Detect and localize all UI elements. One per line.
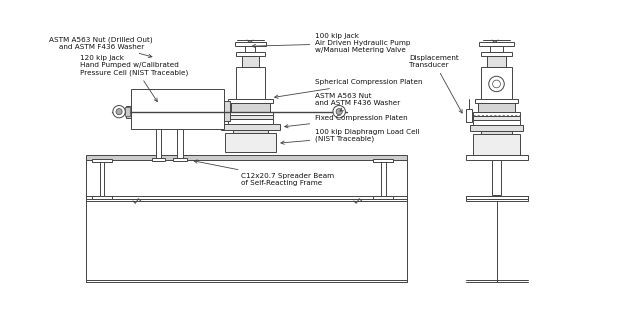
Text: 100 kip Jack
Air Driven Hydraulic Pump
w/Manual Metering Valve: 100 kip Jack Air Driven Hydraulic Pump w… — [252, 33, 411, 53]
Bar — [242, 56, 258, 67]
Bar — [470, 125, 523, 131]
Bar — [92, 159, 112, 162]
Bar — [228, 112, 273, 115]
Bar — [177, 124, 183, 160]
Bar — [85, 156, 407, 201]
Bar — [473, 134, 520, 155]
Bar — [466, 155, 527, 160]
Text: ASTM A563 Nut (Drilled Out)
and ASTM F436 Washer: ASTM A563 Nut (Drilled Out) and ASTM F43… — [49, 36, 153, 57]
Text: Fixed Compression Platen: Fixed Compression Platen — [285, 115, 407, 128]
Text: 100 kip Diaphragm Load Cell
(NIST Traceable): 100 kip Diaphragm Load Cell (NIST Tracea… — [281, 129, 420, 144]
Bar — [231, 103, 270, 112]
Bar — [228, 119, 273, 124]
Bar — [373, 195, 393, 199]
Bar — [492, 160, 501, 195]
Bar — [222, 124, 280, 130]
Bar — [235, 42, 266, 46]
Bar — [236, 52, 265, 56]
Bar — [381, 160, 386, 195]
Bar — [245, 46, 255, 52]
Circle shape — [116, 108, 122, 115]
Bar — [473, 120, 520, 125]
Bar — [466, 195, 527, 199]
Bar — [225, 133, 276, 152]
Bar — [92, 195, 112, 199]
Circle shape — [113, 106, 125, 118]
Bar — [475, 100, 518, 103]
Bar — [173, 158, 187, 161]
Bar — [223, 101, 230, 121]
Bar — [125, 107, 130, 116]
Bar — [481, 67, 512, 100]
Circle shape — [333, 106, 345, 118]
Bar — [152, 158, 165, 161]
Bar — [373, 159, 393, 162]
Bar — [478, 103, 515, 112]
Bar — [466, 108, 472, 122]
Bar — [473, 116, 520, 120]
Text: C12x20.7 Spreader Beam
of Self-Reacting Frame: C12x20.7 Spreader Beam of Self-Reacting … — [194, 160, 334, 186]
Bar — [85, 155, 407, 160]
Text: ASTM A563 Nut
and ASTM F436 Washer: ASTM A563 Nut and ASTM F436 Washer — [315, 93, 401, 111]
Bar — [479, 42, 514, 46]
Bar — [228, 100, 273, 103]
Text: Spherical Compression Platen: Spherical Compression Platen — [275, 79, 422, 98]
Bar — [481, 131, 512, 134]
Bar — [473, 112, 520, 116]
Text: Displacement
Transducer: Displacement Transducer — [409, 55, 462, 113]
Text: 120 kip Jack
Hand Pumped w/Calibrated
Pressure Cell (NIST Traceable): 120 kip Jack Hand Pumped w/Calibrated Pr… — [79, 55, 188, 102]
Bar — [126, 106, 130, 118]
Bar — [233, 130, 268, 133]
Bar — [466, 195, 527, 201]
Bar — [236, 67, 265, 100]
Bar — [130, 89, 223, 129]
Bar — [490, 46, 503, 52]
Bar — [155, 124, 161, 160]
Bar — [228, 115, 273, 119]
Bar — [481, 52, 512, 56]
Circle shape — [489, 76, 504, 92]
Circle shape — [336, 108, 343, 115]
Bar — [334, 107, 339, 116]
Bar — [487, 56, 506, 67]
Bar — [100, 160, 104, 195]
